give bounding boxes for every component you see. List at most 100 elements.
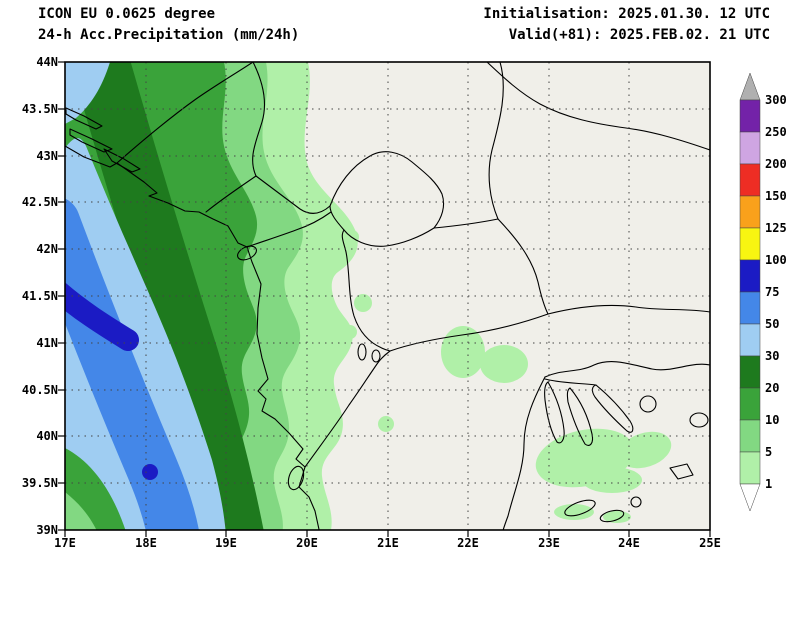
border-macedonia-north: [433, 218, 499, 229]
colorbar-over-arrow: [739, 72, 761, 101]
colorbar-label: 125: [765, 221, 787, 235]
lat-tick-label: 40N: [36, 429, 58, 443]
island-sporades: [564, 499, 596, 517]
colorbar-label: 150: [765, 189, 787, 203]
precip-core-75-100mm: [65, 282, 139, 351]
colorbar-segment: [739, 99, 761, 133]
lat-tick-label: 39N: [36, 523, 58, 537]
colorbar-label: 10: [765, 413, 780, 427]
lat-tick-label: 43.5N: [21, 102, 58, 116]
island-sporades: [630, 496, 642, 508]
island-limnos: [669, 463, 694, 480]
lat-tick-label: 41N: [36, 336, 58, 350]
map-frame: [64, 61, 711, 531]
lon-tick-label: 18E: [135, 536, 157, 550]
colorbar-segment: [739, 419, 761, 453]
precip-spot-75-100mm: [142, 464, 158, 480]
lake-skadar: [237, 245, 257, 261]
border-macedonia-greece: [389, 313, 549, 352]
colorbar-label: 300: [765, 93, 787, 107]
colorbar-segment: [739, 291, 761, 325]
precipitation-layer: [65, 62, 672, 530]
border-serbia-bulgaria: [488, 62, 504, 220]
lon-tick-label: 19E: [215, 536, 237, 550]
lake-prespa: [371, 349, 381, 363]
initialisation-time: Initialisation: 2025.01.30. 12 UTC: [483, 6, 770, 22]
colorbar-segment: [739, 131, 761, 165]
adriatic-coastline: [65, 145, 320, 530]
valid-time: Valid(+81): 2025.FEB.02. 21 UTC: [508, 27, 770, 43]
graticule-layer: [65, 62, 710, 530]
lon-tick-label: 21E: [377, 536, 399, 550]
colorbar-label: 5: [765, 445, 773, 459]
lat-tick-label: 39.5N: [21, 476, 58, 490]
colorbar-label: 50: [765, 317, 780, 331]
model-title: ICON EU 0.0625 degree: [38, 6, 216, 22]
croatian-island: [65, 107, 103, 130]
colorbar-segment: [739, 451, 761, 485]
lon-tick-label: 22E: [457, 536, 479, 550]
chalkidiki-peninsula: [566, 387, 594, 446]
lat-tick-label: 42.5N: [21, 195, 58, 209]
colorbar-label: 1: [765, 477, 773, 491]
lon-tick-label: 17E: [54, 536, 76, 550]
precip-scattered-patches-1-5mm: [290, 230, 672, 523]
island-samothraki: [689, 412, 709, 428]
colorbar-segment: [739, 323, 761, 357]
chalkidiki-peninsula: [544, 381, 565, 444]
colorbar-segment: [739, 227, 761, 261]
island-corfu: [287, 465, 305, 491]
chalkidiki-coast: [544, 378, 597, 386]
border-serbia-montenegro: [255, 175, 331, 214]
precip-band-20-30mm: [70, 62, 264, 530]
lat-tick-label: 41.5N: [21, 289, 58, 303]
island-sporades: [599, 509, 625, 523]
colorbar-label: 200: [765, 157, 787, 171]
lat-tick-label: 44N: [36, 55, 58, 69]
axis-ticks: [58, 61, 711, 537]
croatian-island: [103, 148, 141, 173]
colorbar-segment: [739, 163, 761, 197]
precip-area-30-50mm: [65, 138, 226, 530]
colorbar: [739, 72, 761, 512]
border-croatia-bosnia: [116, 62, 254, 164]
island-thasos: [639, 395, 657, 413]
border-montenegro-albania: [246, 211, 332, 248]
aegean-north-coastline: [544, 361, 710, 378]
lon-tick-label: 24E: [618, 536, 640, 550]
lon-tick-label: 25E: [699, 536, 721, 550]
lon-tick-label: 20E: [296, 536, 318, 550]
colorbar-segment: [739, 387, 761, 421]
border-bosnia-montenegro: [205, 175, 257, 213]
border-macedonia-albania: [341, 229, 391, 352]
border-macedonia-bulgaria: [497, 218, 549, 315]
colorbar-label: 100: [765, 253, 787, 267]
lon-tick-label: 23E: [538, 536, 560, 550]
chalkidiki-peninsula: [591, 384, 634, 433]
lake-ohrid: [357, 343, 367, 361]
colorbar-segment: [739, 355, 761, 389]
lat-tick-label: 40.5N: [21, 383, 58, 397]
border-greece-bulgaria: [547, 304, 710, 315]
thermaic-gulf-coastline: [502, 376, 546, 530]
border-bosnia-serbia: [252, 62, 266, 177]
border-albania-greece: [304, 350, 391, 468]
colorbar-label: 250: [765, 125, 787, 139]
colorbar-label: 20: [765, 381, 780, 395]
product-title: 24-h Acc.Precipitation (mm/24h): [38, 27, 300, 43]
lat-tick-label: 43N: [36, 149, 58, 163]
colorbar-segment: [739, 259, 761, 293]
lat-tick-label: 42N: [36, 242, 58, 256]
colorbar-segment: [739, 195, 761, 229]
colorbar-under-arrow: [739, 483, 761, 512]
border-kosovo: [329, 151, 445, 247]
colorbar-label: 75: [765, 285, 780, 299]
precip-corner-30-50mm: [65, 62, 110, 124]
croatian-island: [69, 128, 113, 153]
colorbar-label: 30: [765, 349, 780, 363]
precip-band-50-75mm: [65, 198, 199, 530]
danube-border: [486, 62, 710, 151]
borders-layer: [65, 62, 710, 530]
